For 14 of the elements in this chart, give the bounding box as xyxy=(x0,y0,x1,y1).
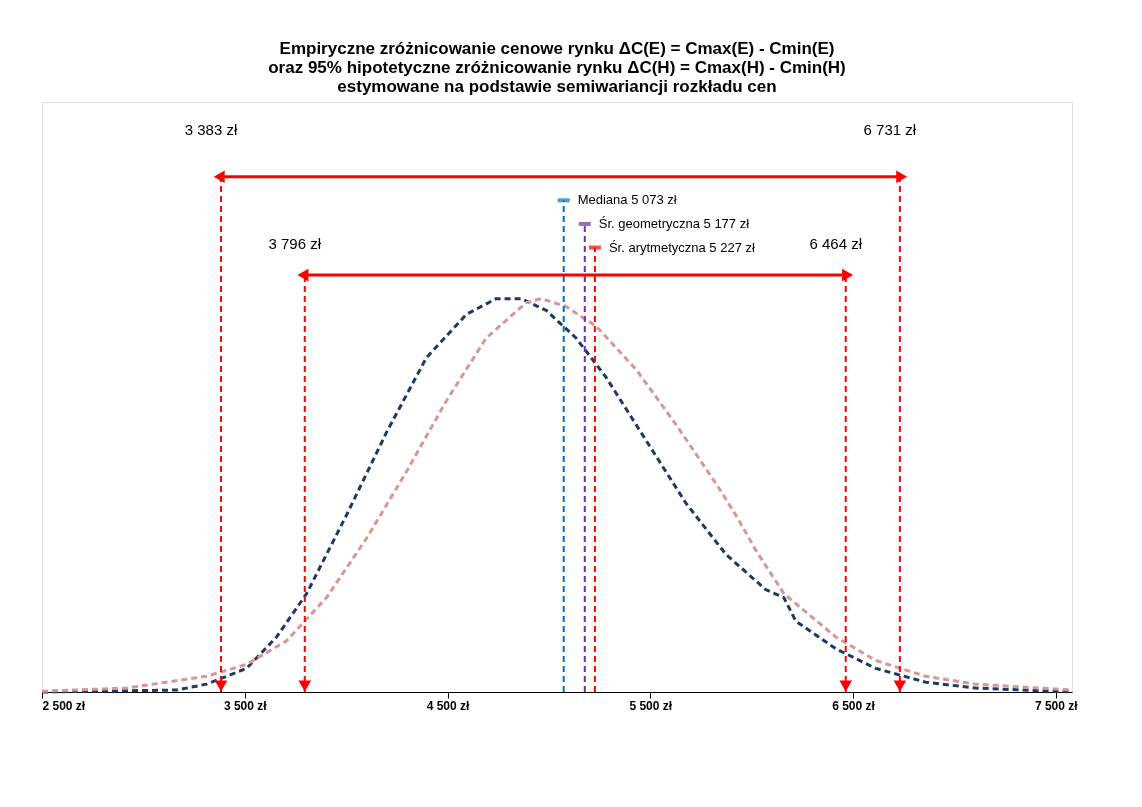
ref-line-label: Mediana 5 073 zł xyxy=(577,192,677,208)
ref-line-label: 3 796 zł xyxy=(268,234,322,252)
x-tick-label: 4 500 zł xyxy=(426,698,471,713)
ref-line-label: Śr. geometryczna 5 177 zł xyxy=(598,215,750,231)
ref-line-label: Śr. arytmetyczna 5 227 zł xyxy=(608,239,755,255)
ref-line-label: 6 731 zł xyxy=(863,120,917,138)
x-tick-label: 2 500 zł xyxy=(42,698,86,713)
x-tick-label: 5 500 zł xyxy=(629,698,673,713)
x-tick-label: 6 500 zł xyxy=(832,698,876,713)
x-tick-label: 7 500 zł xyxy=(1034,698,1079,713)
x-tick-label: 3 500 zł xyxy=(223,698,268,713)
ref-line-label: 6 464 zł xyxy=(809,234,863,252)
ref-line-label: 3 383 zł xyxy=(184,120,238,138)
chart-title: Empiryczne zróżnicowanie cenowe rynku ΔC(E) = Cmax(E) - Cmin(E) oraz 95% hipotetyczne zróżnicowanie rynku ΔC(H) = Cmax(H) - Cmin(H) estymowane na podstawie semiwariancji rozkładu cen xyxy=(268,39,846,96)
